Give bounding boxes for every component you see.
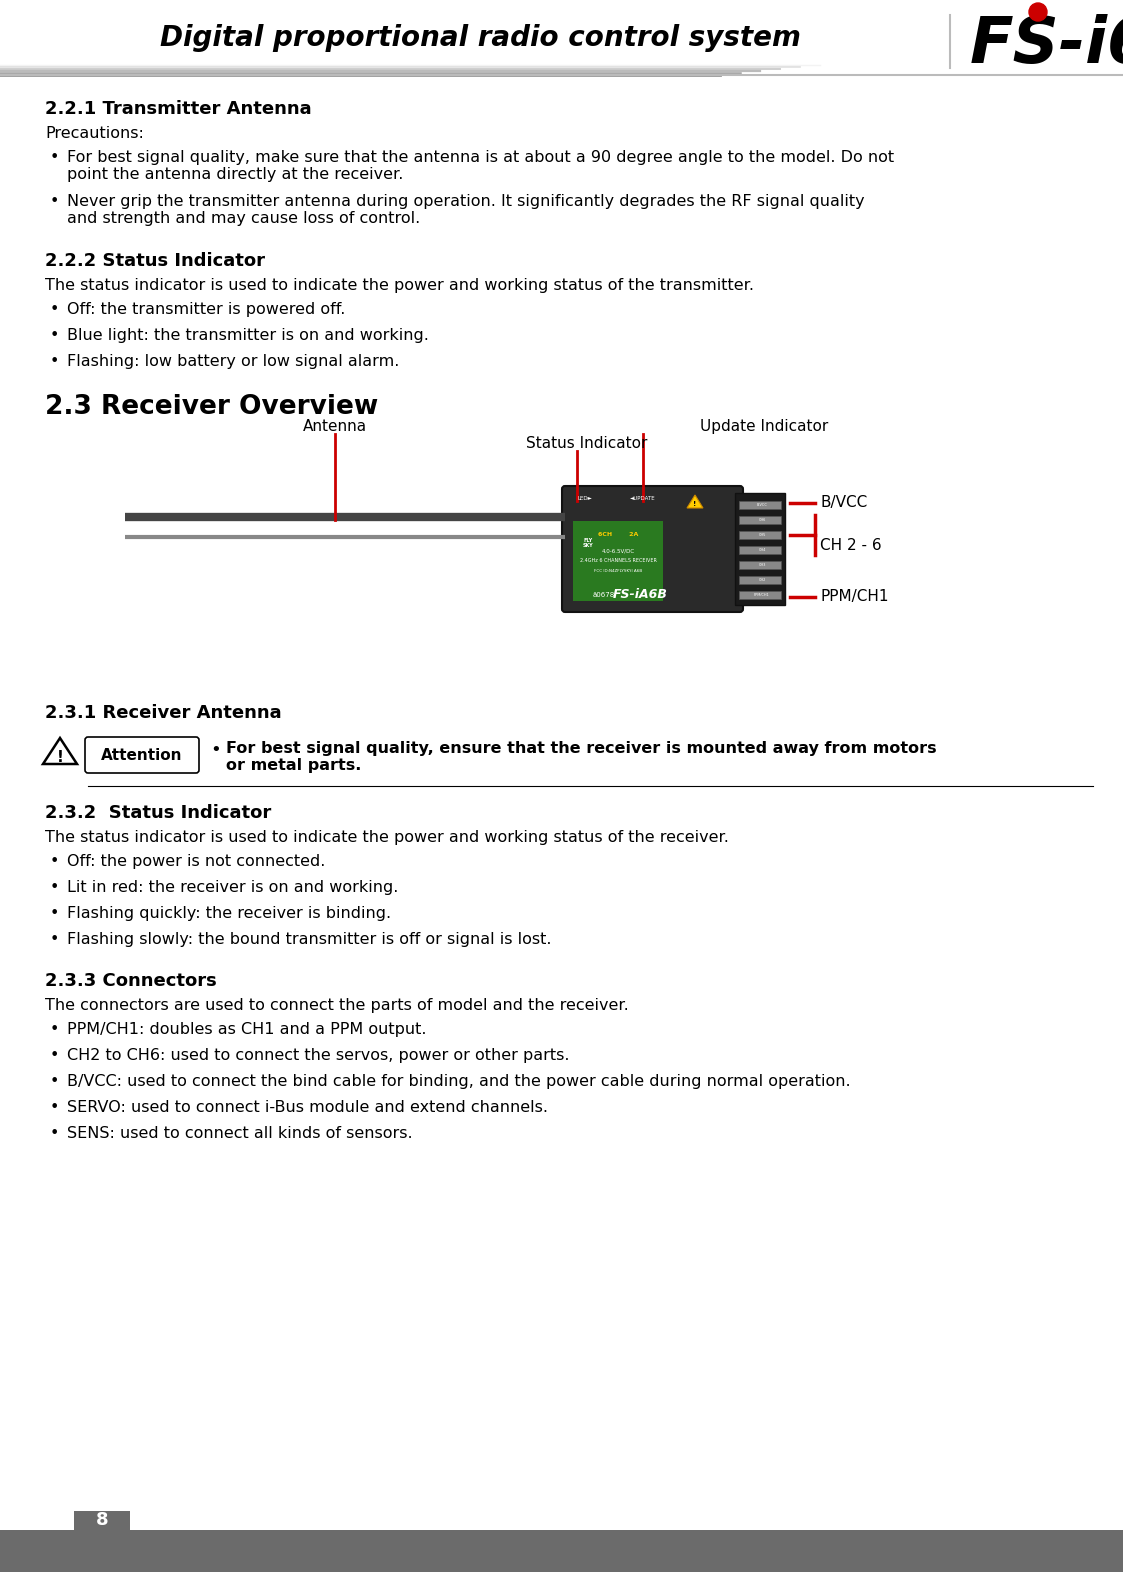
Text: CH6: CH6	[758, 519, 766, 522]
Bar	[739, 531, 780, 539]
Bar	[0, 0, 1123, 75]
Text: ◄UPDATE: ◄UPDATE	[630, 497, 656, 501]
Text: 8: 8	[95, 1511, 108, 1530]
Text: 2.2.2 Status Indicator: 2.2.2 Status Indicator	[45, 252, 265, 270]
Polygon shape	[687, 495, 703, 508]
Bar	[734, 494, 785, 605]
Text: •: •	[51, 905, 60, 921]
Text: •: •	[51, 1049, 60, 1063]
Text: Digital proportional radio control system: Digital proportional radio control syste…	[159, 24, 801, 52]
Text: Off: the power is not connected.: Off: the power is not connected.	[67, 854, 326, 869]
Bar	[573, 520, 663, 601]
Text: 2.2.1 Transmitter Antenna: 2.2.1 Transmitter Antenna	[45, 101, 311, 118]
Text: 6CH        2A: 6CH 2A	[597, 533, 638, 538]
Text: The status indicator is used to indicate the power and working status of the rec: The status indicator is used to indicate…	[45, 830, 729, 846]
Circle shape	[1029, 3, 1047, 20]
Text: For best signal quality, ensure that the receiver is mounted away from motors
or: For best signal quality, ensure that the…	[226, 740, 937, 773]
Text: 4.0-6.5V/DC: 4.0-6.5V/DC	[602, 549, 634, 553]
Text: SERVO: used to connect i-Bus module and extend channels.: SERVO: used to connect i-Bus module and …	[67, 1100, 548, 1115]
Text: •: •	[51, 149, 60, 165]
Text: Lit in red: the receiver is on and working.: Lit in red: the receiver is on and worki…	[67, 880, 399, 894]
FancyBboxPatch shape	[85, 737, 199, 773]
Text: CH2: CH2	[758, 578, 766, 582]
Text: CH 2 - 6: CH 2 - 6	[820, 538, 882, 552]
Text: CH5: CH5	[758, 533, 766, 538]
Text: 2.3.1 Receiver Antenna: 2.3.1 Receiver Antenna	[45, 704, 282, 722]
Text: FCC ID:N4ZFLYSKYI A6B: FCC ID:N4ZFLYSKYI A6B	[594, 569, 642, 574]
Text: •: •	[51, 1126, 60, 1141]
Text: Update Indicator: Update Indicator	[700, 420, 829, 434]
Bar	[739, 545, 780, 553]
Text: •: •	[51, 854, 60, 869]
Text: !: !	[56, 750, 63, 764]
Text: SENS: used to connect all kinds of sensors.: SENS: used to connect all kinds of senso…	[67, 1126, 412, 1141]
Text: LED►: LED►	[577, 497, 592, 501]
Bar	[739, 501, 780, 509]
Text: B.VCC: B.VCC	[757, 503, 767, 508]
Text: Never grip the transmitter antenna during operation. It significantly degrades t: Never grip the transmitter antenna durin…	[67, 193, 865, 226]
Bar	[739, 591, 780, 599]
Text: Flashing quickly: the receiver is binding.: Flashing quickly: the receiver is bindin…	[67, 905, 391, 921]
Text: FS-iA6B: FS-iA6B	[613, 588, 668, 602]
Bar	[739, 516, 780, 523]
Text: CH3: CH3	[758, 563, 766, 567]
Text: The status indicator is used to indicate the power and working status of the tra: The status indicator is used to indicate…	[45, 278, 754, 292]
Bar	[0, 1530, 1123, 1572]
Text: 2.3.2  Status Indicator: 2.3.2 Status Indicator	[45, 803, 272, 822]
Text: Precautions:: Precautions:	[45, 126, 144, 141]
Text: Flashing: low battery or low signal alarm.: Flashing: low battery or low signal alar…	[67, 354, 400, 369]
Text: B/VCC: B/VCC	[820, 495, 867, 511]
Text: Off: the transmitter is powered off.: Off: the transmitter is powered off.	[67, 302, 346, 318]
Text: FLY
SKY: FLY SKY	[583, 538, 593, 549]
Text: •: •	[51, 329, 60, 343]
Text: PPM/CH1: doubles as CH1 and a PPM output.: PPM/CH1: doubles as CH1 and a PPM output…	[67, 1022, 427, 1038]
Text: B/VCC: used to connect the bind cable for binding, and the power cable during no: B/VCC: used to connect the bind cable fo…	[67, 1074, 850, 1089]
Text: FS-i6S: FS-i6S	[970, 14, 1123, 75]
Text: •: •	[51, 880, 60, 894]
Text: ã0678: ã0678	[593, 593, 615, 597]
Text: •: •	[51, 932, 60, 946]
Text: CH2 to CH6: used to connect the servos, power or other parts.: CH2 to CH6: used to connect the servos, …	[67, 1049, 569, 1063]
Text: Status Indicator: Status Indicator	[527, 435, 648, 451]
Text: PPM/CH1: PPM/CH1	[820, 590, 888, 605]
Text: !: !	[693, 501, 696, 508]
Text: 2.3.3 Connectors: 2.3.3 Connectors	[45, 971, 217, 990]
Text: Blue light: the transmitter is on and working.: Blue light: the transmitter is on and wo…	[67, 329, 429, 343]
Text: •: •	[51, 1074, 60, 1089]
Text: For best signal quality, make sure that the antenna is at about a 90 degree angl: For best signal quality, make sure that …	[67, 149, 894, 182]
Bar	[74, 1511, 130, 1531]
Text: PPM/CH1: PPM/CH1	[755, 593, 770, 597]
Text: CH4: CH4	[758, 549, 766, 552]
Text: •: •	[210, 740, 221, 759]
FancyBboxPatch shape	[562, 486, 743, 612]
Text: Attention: Attention	[101, 748, 183, 762]
Text: The connectors are used to connect the parts of model and the receiver.: The connectors are used to connect the p…	[45, 998, 629, 1012]
Text: Antenna: Antenna	[303, 420, 367, 434]
Text: •: •	[51, 193, 60, 209]
Text: •: •	[51, 354, 60, 369]
Bar	[739, 561, 780, 569]
Bar	[739, 575, 780, 585]
Text: 2.3 Receiver Overview: 2.3 Receiver Overview	[45, 395, 378, 420]
Text: •: •	[51, 1100, 60, 1115]
Text: Flashing slowly: the bound transmitter is off or signal is lost.: Flashing slowly: the bound transmitter i…	[67, 932, 551, 946]
Text: •: •	[51, 1022, 60, 1038]
Text: •: •	[51, 302, 60, 318]
Text: 2.4GHz 6 CHANNELS RECEIVER: 2.4GHz 6 CHANNELS RECEIVER	[579, 558, 657, 563]
